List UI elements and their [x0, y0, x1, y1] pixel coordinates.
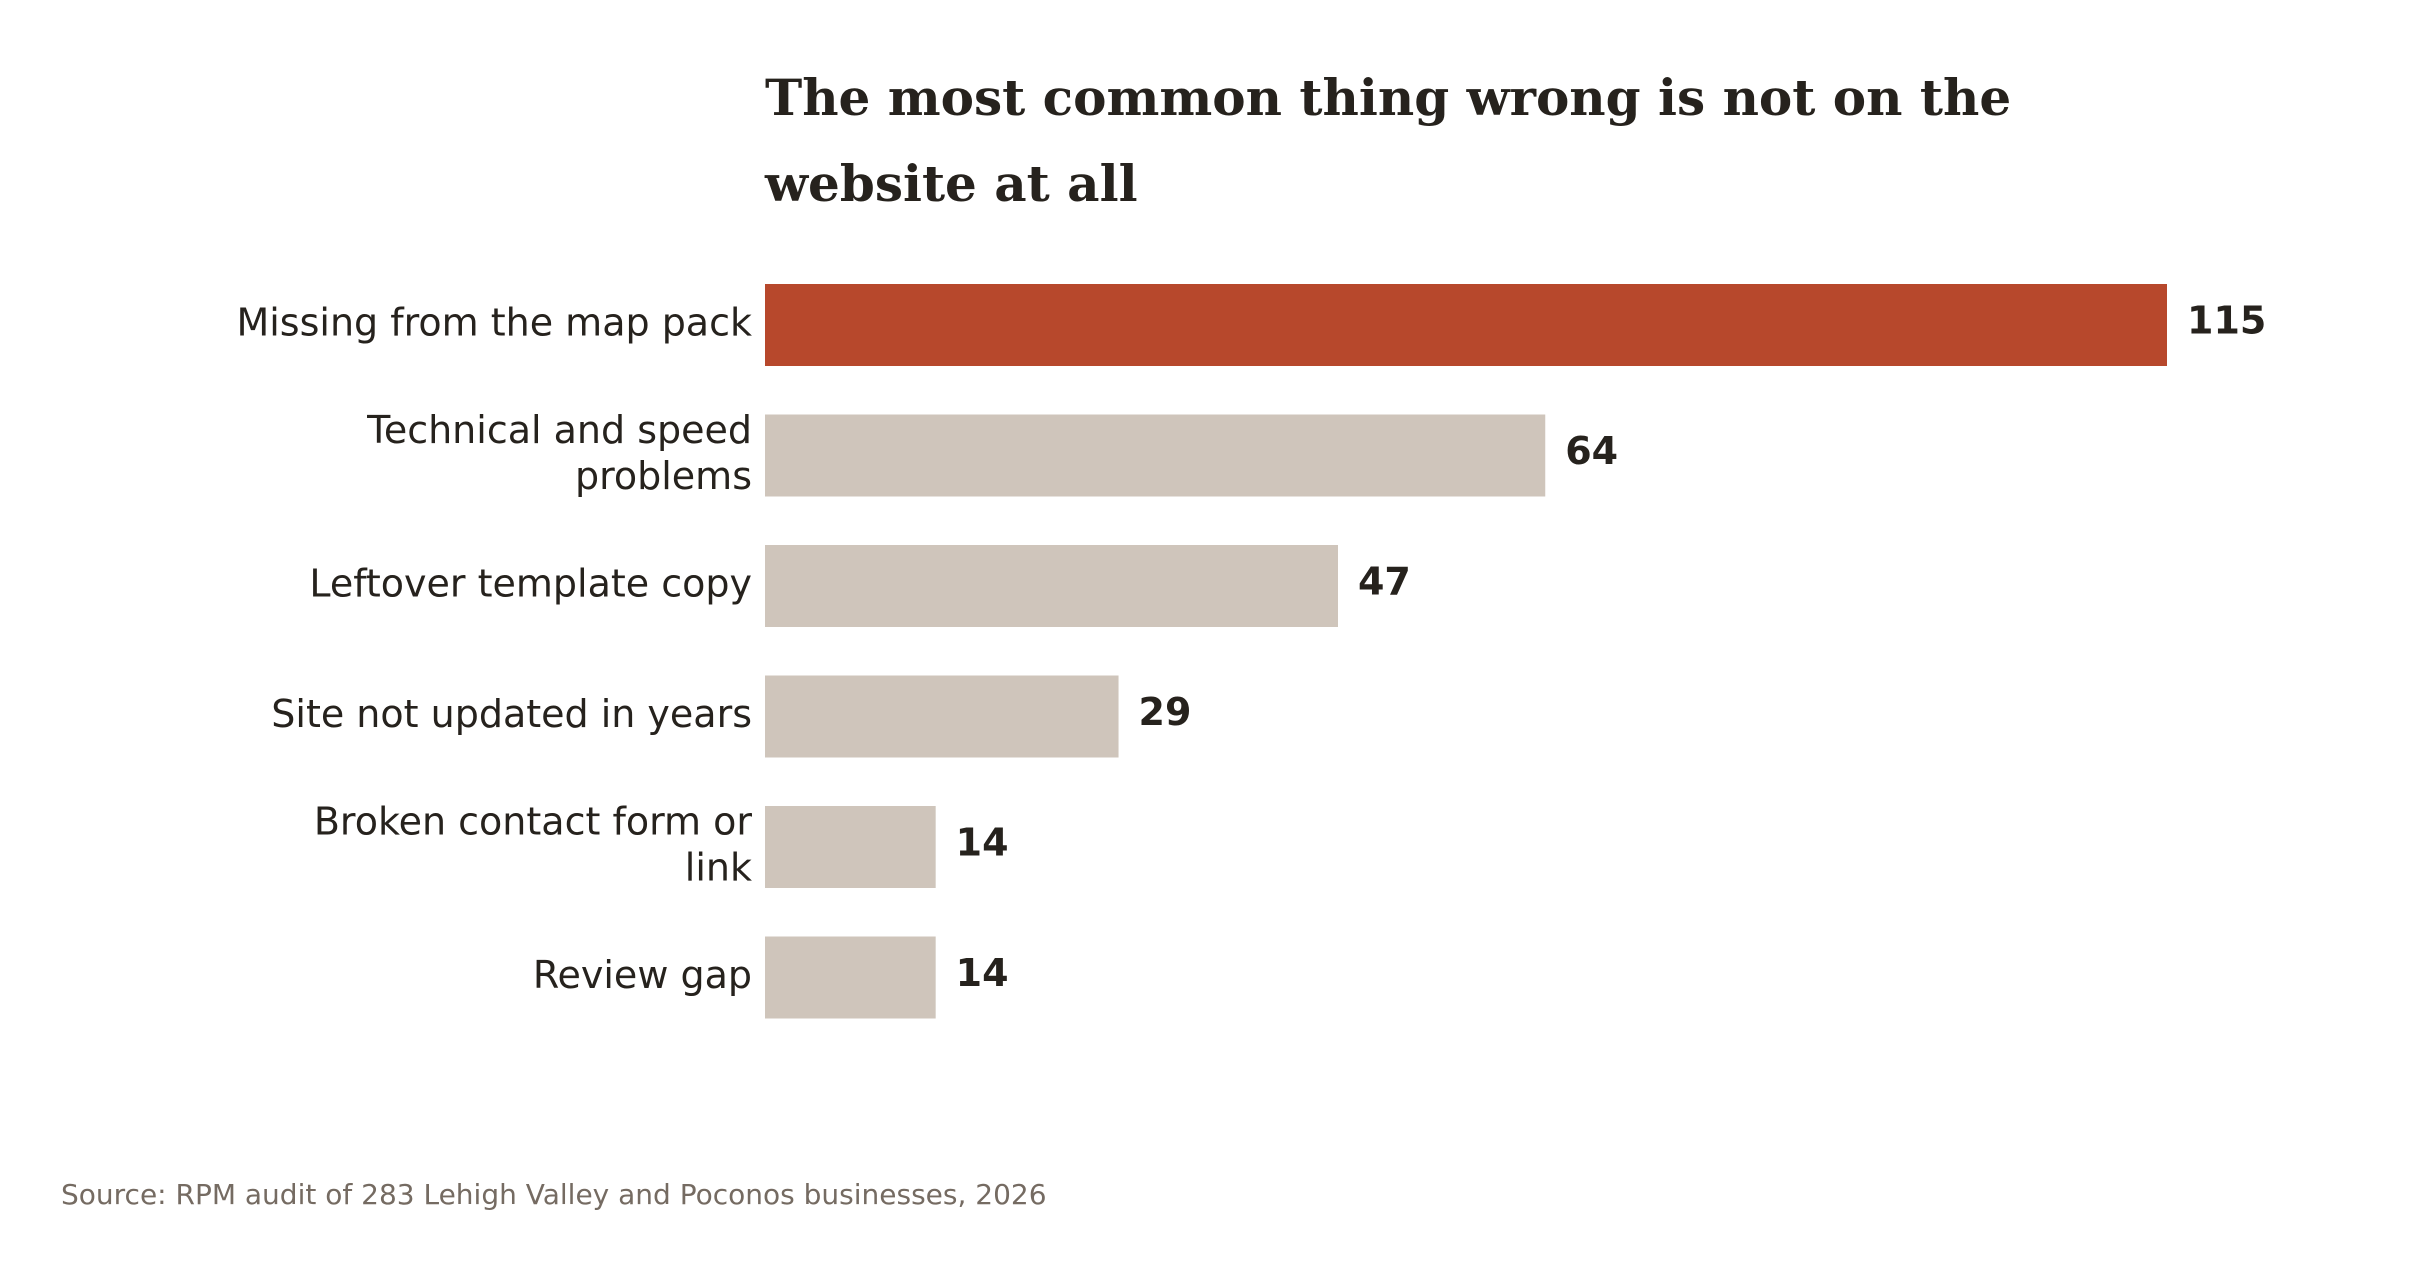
bar-3	[765, 545, 1338, 627]
category-label-2: problems	[575, 454, 752, 498]
bar-5	[765, 806, 936, 888]
chart-title-line: website at all	[764, 154, 1138, 213]
bar-2	[765, 414, 1546, 497]
category-label-5: link	[685, 846, 752, 890]
chart-title-line: The most common thing wrong is not on th…	[765, 68, 2011, 127]
chart-title: The most common thing wrong is not on th…	[764, 68, 2011, 213]
value-label-2: 64	[1565, 429, 1618, 473]
category-label-1: Missing from the map pack	[236, 301, 752, 345]
value-label-1: 115	[2187, 299, 2266, 343]
value-label-5: 14	[956, 821, 1009, 865]
bars	[765, 284, 2167, 1019]
category-label-4: Site not updated in years	[271, 692, 752, 736]
value-label-3: 47	[1358, 560, 1411, 604]
category-label-3: Leftover template copy	[309, 562, 752, 606]
value-label-4: 29	[1139, 690, 1192, 734]
source-note: Source: RPM audit of 283 Lehigh Valley a…	[61, 1178, 1047, 1211]
category-labels: Missing from the map pack Technical and s…	[236, 301, 752, 998]
bar-4	[765, 675, 1119, 758]
category-label-2: Technical and speed	[366, 408, 752, 452]
bar-6	[765, 936, 936, 1019]
category-label-5: Broken contact form or	[314, 800, 753, 844]
value-label-6: 14	[956, 951, 1009, 995]
value-labels: 115 64 47 29 14 14	[956, 299, 2267, 996]
bar-1	[765, 284, 2167, 366]
category-label-6: Review gap	[533, 953, 752, 997]
